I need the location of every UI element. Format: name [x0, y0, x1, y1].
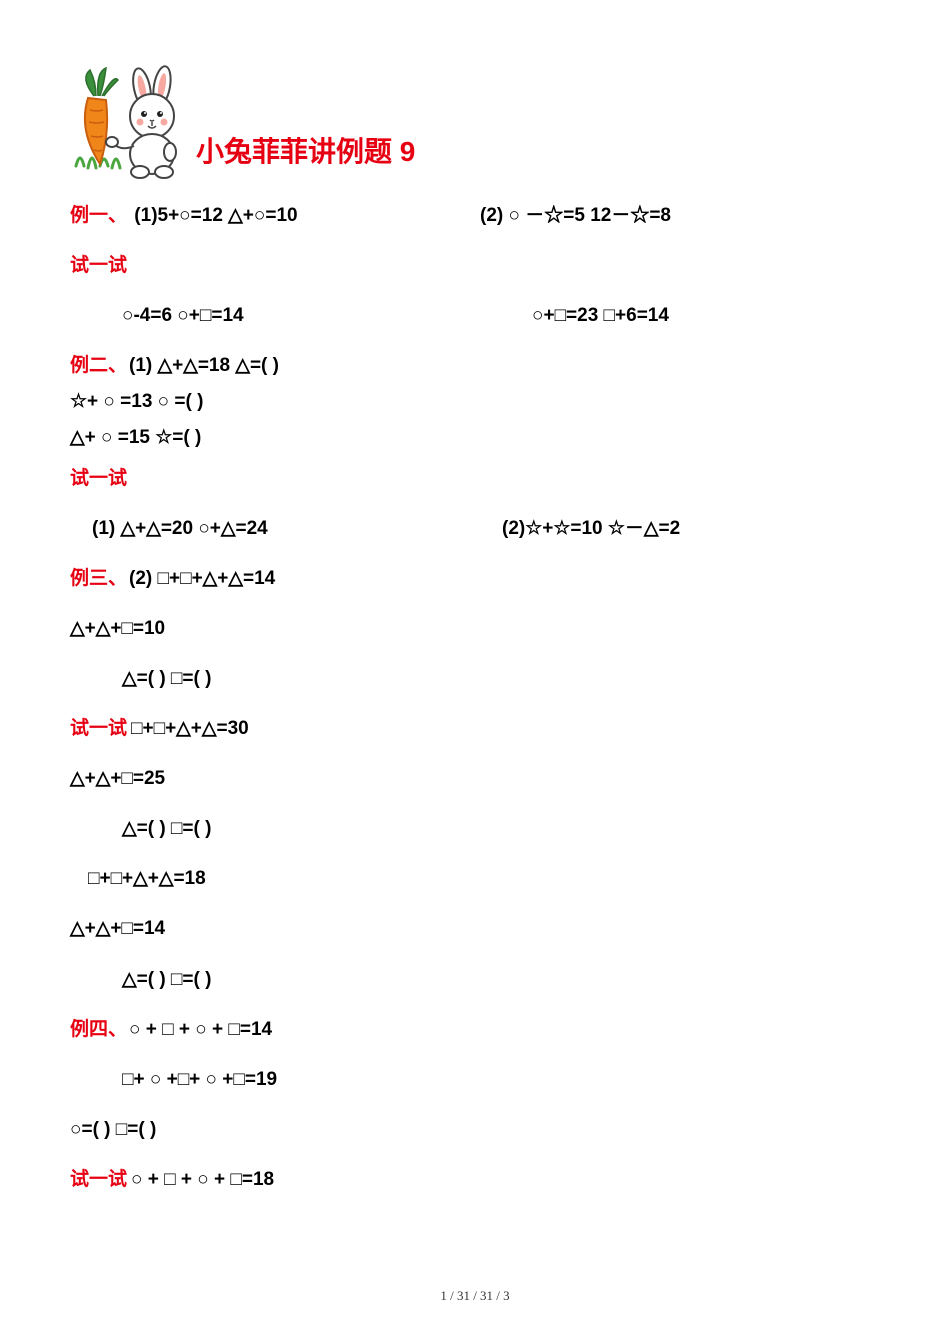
try-2-right: (2)☆+☆=10 ☆－△=2	[502, 511, 880, 547]
try-4-l1: 试一试 ○ + □ + ○ + □=18	[70, 1162, 880, 1198]
try-1-right: ○+□=23 □+6=14	[532, 298, 880, 334]
page-title: 小兔菲菲讲例题 9	[196, 130, 415, 170]
example-4-text1: ○ + □ + ○ + □=14	[129, 1012, 272, 1048]
try-2-label-row: 试一试	[70, 461, 880, 497]
try-2-left: (1) △+△=20 ○+△=24	[92, 511, 502, 547]
example-1: 例一、 (1)5+○=12 △+○=10 (2) ○ －☆=5 12－☆=8	[70, 198, 880, 234]
page-footer: 1 / 31 / 31 / 3	[0, 1288, 950, 1304]
example-4-l3: ○=( ) □=( )	[70, 1112, 880, 1148]
example-1-label: 例一、	[70, 205, 127, 226]
example-1-right: (2) ○ －☆=5 12－☆=8	[480, 198, 880, 234]
example-2-text1: (1) △+△=18 △=( )	[129, 348, 279, 384]
example-4-l1: 例四、 ○ + □ + ○ + □=14	[70, 1012, 880, 1048]
try-2: (1) △+△=20 ○+△=24 (2)☆+☆=10 ☆－△=2	[70, 511, 880, 547]
example-3-label: 例三、	[70, 561, 127, 597]
page: 小兔菲菲讲例题 9 例一、 (1)5+○=12 △+○=10 (2) ○ －☆=…	[0, 0, 950, 1344]
example-4-l2: □+ ○ +□+ ○ +□=19	[70, 1062, 880, 1098]
try-3-l3: △=( ) □=( )	[70, 811, 880, 847]
try-1: ○-4=6 ○+□=14 ○+□=23 □+6=14	[70, 298, 880, 334]
example-2-l1: 例二、 (1) △+△=18 △=( )	[70, 348, 880, 384]
try-3-text1: □+□+△+△=30	[131, 711, 249, 747]
example-3-l3: △=( ) □=( )	[70, 661, 880, 697]
example-4-label: 例四、	[70, 1012, 127, 1048]
title-row: 小兔菲菲讲例题 9	[70, 60, 880, 180]
try-3-label: 试一试	[70, 711, 127, 747]
try-4-text1: ○ + □ + ○ + □=18	[131, 1162, 274, 1198]
try-3-l2: △+△+□=25	[70, 761, 880, 797]
bunny-logo	[70, 60, 190, 180]
try-3-l1: 试一试 □+□+△+△=30	[70, 711, 880, 747]
example-1-left: (1)5+○=12 △+○=10	[134, 205, 297, 226]
try-1-label-row: 试一试	[70, 248, 880, 284]
try-1-left: ○-4=6 ○+□=14	[122, 298, 532, 334]
example-3-l2: △+△+□=10	[70, 611, 880, 647]
try-4-label: 试一试	[70, 1162, 127, 1198]
example-3-text1: (2) □+□+△+△=14	[129, 561, 275, 597]
try-3-l6: △=( ) □=( )	[70, 962, 880, 998]
example-2-l2: ☆+ ○ =13 ○ =( )	[70, 384, 880, 420]
example-2-l3: △+ ○ =15 ☆=( )	[70, 420, 880, 456]
example-3-l1: 例三、 (2) □+□+△+△=14	[70, 561, 880, 597]
try-2-label: 试一试	[70, 461, 127, 497]
example-2-label: 例二、	[70, 348, 127, 384]
try-3-l5: △+△+□=14	[70, 911, 880, 947]
try-1-label: 试一试	[70, 248, 127, 284]
try-3-l4: □+□+△+△=18	[70, 861, 880, 897]
